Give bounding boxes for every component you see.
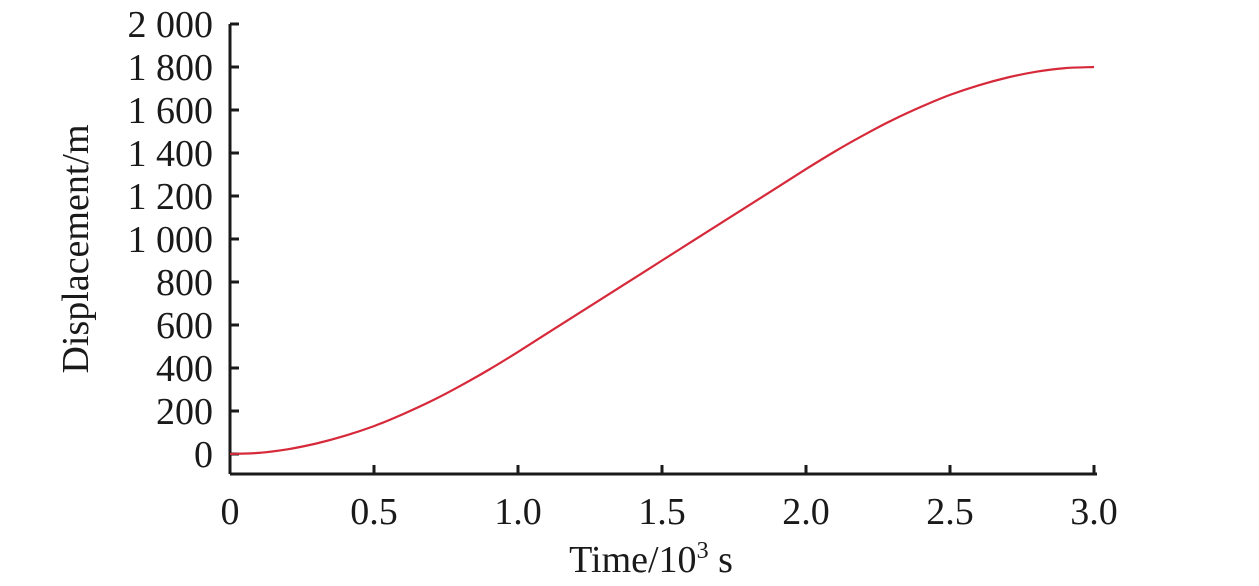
x-tick-label: 2.0 xyxy=(782,491,830,533)
x-tick-label: 1.5 xyxy=(638,491,686,533)
y-tick-label: 1 600 xyxy=(128,90,214,132)
y-tick-label: 800 xyxy=(156,262,213,304)
y-axis-label: Displacement/m xyxy=(55,124,97,373)
x-axis-label: Time/103 s xyxy=(569,538,733,581)
y-tick-label: 1 400 xyxy=(128,133,214,175)
x-tick-label: 0.5 xyxy=(350,491,398,533)
axes xyxy=(228,24,1097,476)
x-tick-label: 0 xyxy=(221,491,240,533)
x-tick-label: 1.0 xyxy=(494,491,542,533)
y-tick-label: 1 800 xyxy=(128,47,214,89)
series-layer xyxy=(229,65,1095,456)
x-ticks: 0 0.5 1.0 1.5 2.0 2.5 3.0 xyxy=(221,465,1118,533)
y-tick-label: 0 xyxy=(194,434,213,476)
y-tick-label: 600 xyxy=(156,305,213,347)
x-tick-label: 2.5 xyxy=(926,491,974,533)
y-tick-label: 200 xyxy=(156,391,213,433)
y-tick-label: 400 xyxy=(156,348,213,390)
x-tick-label: 3.0 xyxy=(1070,491,1118,533)
y-tick-label: 1 200 xyxy=(128,176,214,218)
y-tick-label: 1 000 xyxy=(128,219,214,261)
series-line-0 xyxy=(229,65,1095,456)
y-tick-label: 2 000 xyxy=(128,4,214,46)
